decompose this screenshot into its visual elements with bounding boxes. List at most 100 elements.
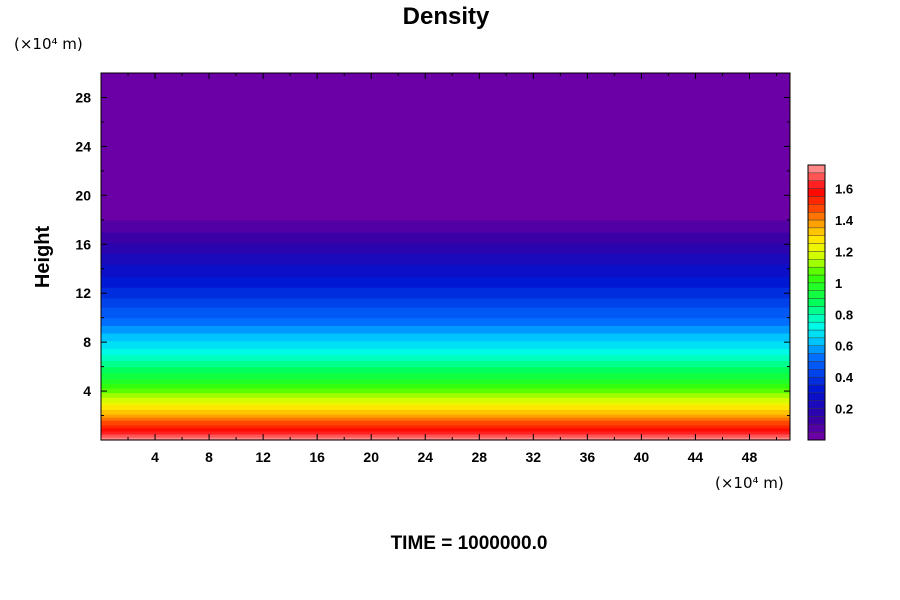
density-band bbox=[101, 190, 790, 193]
density-band bbox=[101, 76, 790, 79]
colorbar-swatch bbox=[807, 298, 826, 307]
density-band bbox=[101, 117, 790, 120]
colorbar-tick-label: 1.2 bbox=[835, 244, 853, 259]
density-band bbox=[101, 92, 790, 96]
colorbar-swatch bbox=[807, 329, 826, 339]
plot-frame bbox=[100, 72, 791, 441]
density-band bbox=[101, 149, 790, 152]
density-band bbox=[101, 164, 790, 167]
density-band bbox=[101, 268, 790, 271]
density-band bbox=[101, 427, 790, 430]
density-band bbox=[101, 196, 790, 199]
x-tick-label: 16 bbox=[309, 449, 325, 465]
density-band bbox=[101, 99, 790, 102]
density-band bbox=[101, 114, 790, 117]
density-band bbox=[101, 175, 790, 178]
density-band bbox=[101, 346, 790, 349]
density-band bbox=[101, 343, 790, 346]
density-band bbox=[101, 241, 790, 244]
density-band bbox=[101, 325, 790, 328]
density-band bbox=[101, 193, 790, 196]
density-band bbox=[101, 265, 790, 268]
density-band bbox=[101, 140, 790, 143]
colorbar-swatch bbox=[807, 416, 826, 425]
density-band bbox=[101, 267, 790, 270]
density-band bbox=[101, 166, 790, 169]
density-band bbox=[101, 299, 790, 302]
density-field bbox=[101, 73, 790, 441]
density-band bbox=[101, 334, 790, 337]
density-band bbox=[101, 296, 790, 299]
density-band bbox=[101, 313, 790, 316]
density-band bbox=[101, 407, 790, 411]
density-band bbox=[101, 332, 790, 336]
density-band bbox=[101, 358, 790, 362]
density-band bbox=[101, 404, 790, 407]
density-band bbox=[101, 209, 790, 212]
density-band bbox=[101, 158, 790, 161]
density-band bbox=[101, 176, 790, 180]
density-band bbox=[101, 429, 790, 432]
density-band bbox=[101, 355, 790, 359]
density-band bbox=[101, 317, 790, 320]
density-band bbox=[101, 354, 790, 357]
density-band bbox=[101, 230, 790, 233]
colorbar-swatch bbox=[807, 408, 826, 417]
density-band bbox=[101, 271, 790, 274]
density-band bbox=[101, 218, 790, 221]
density-band bbox=[101, 100, 790, 103]
density-band bbox=[101, 280, 790, 284]
density-band bbox=[101, 172, 790, 175]
y-tick-label: 12 bbox=[75, 285, 91, 301]
density-band bbox=[101, 213, 790, 216]
density-band bbox=[101, 420, 790, 423]
y-tick-label: 24 bbox=[75, 138, 91, 154]
density-band bbox=[101, 264, 790, 267]
density-band bbox=[101, 86, 790, 89]
density-band bbox=[101, 256, 790, 259]
density-band bbox=[101, 219, 790, 222]
density-band bbox=[101, 167, 790, 170]
x-tick-label: 24 bbox=[417, 449, 433, 465]
density-band bbox=[101, 362, 790, 365]
colorbar-swatch bbox=[807, 259, 826, 268]
density-band bbox=[101, 389, 790, 392]
density-band bbox=[101, 378, 790, 381]
density-band bbox=[101, 195, 790, 198]
density-band bbox=[101, 258, 790, 261]
density-band bbox=[101, 198, 790, 201]
density-band bbox=[101, 406, 790, 409]
colorbar-tick-label: 1.6 bbox=[835, 182, 853, 197]
density-band bbox=[101, 73, 790, 76]
density-band bbox=[101, 380, 790, 383]
density-band bbox=[101, 319, 790, 322]
density-band bbox=[101, 154, 790, 157]
density-band bbox=[101, 412, 790, 415]
density-band bbox=[101, 409, 790, 412]
density-band bbox=[101, 79, 790, 82]
density-band bbox=[101, 189, 790, 192]
density-band bbox=[101, 391, 790, 394]
colorbar-swatch bbox=[807, 204, 826, 213]
density-band bbox=[101, 421, 790, 424]
density-band bbox=[101, 95, 790, 99]
colorbar-swatch bbox=[807, 243, 826, 252]
colorbar-tick-label: 1 bbox=[835, 276, 842, 291]
density-band bbox=[101, 371, 790, 374]
density-band bbox=[101, 121, 790, 125]
density-band bbox=[101, 392, 790, 395]
density-band bbox=[101, 210, 790, 213]
density-band bbox=[101, 199, 790, 203]
density-band bbox=[101, 238, 790, 241]
density-band bbox=[101, 102, 790, 105]
density-band bbox=[101, 150, 790, 154]
x-tick-label: 28 bbox=[471, 449, 487, 465]
density-band bbox=[101, 83, 790, 86]
density-band bbox=[101, 259, 790, 262]
density-band bbox=[101, 180, 790, 183]
density-band bbox=[101, 305, 790, 308]
colorbar-frame bbox=[807, 164, 826, 441]
density-band bbox=[101, 368, 790, 371]
density-band bbox=[101, 222, 790, 225]
colorbar-swatch bbox=[807, 172, 826, 181]
